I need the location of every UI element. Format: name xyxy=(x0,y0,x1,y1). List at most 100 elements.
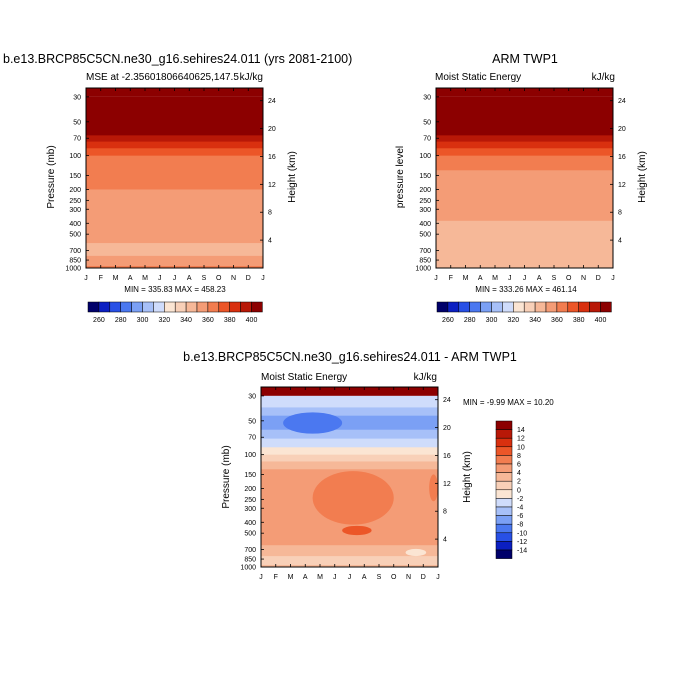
difference-panel-subtitle-right: kJ/kg xyxy=(414,372,437,383)
x-tick-label: M xyxy=(288,574,294,581)
x-tick-label: A xyxy=(303,574,308,581)
y-tick-label: 700 xyxy=(69,248,81,255)
y-tick-label: 50 xyxy=(248,418,256,425)
arm-panel-ylabel: pressure level xyxy=(395,146,406,208)
colorbar-swatch xyxy=(495,480,513,491)
contour-band xyxy=(86,135,263,143)
y-tick-label: 200 xyxy=(244,486,256,493)
y-tick-label: 850 xyxy=(69,258,81,265)
colorbar-swatch xyxy=(469,301,481,313)
contour-band xyxy=(436,148,613,157)
contour-band xyxy=(86,96,263,130)
colorbar-swatch xyxy=(589,301,601,313)
contour-band xyxy=(86,255,263,267)
colorbar-swatch xyxy=(495,472,513,482)
colorbar-swatch xyxy=(523,301,536,313)
x-tick-label: O xyxy=(216,275,222,282)
y-tick-label: 850 xyxy=(244,557,256,564)
arm-twp1-panel: ARM TWP1 Moist Static Energy kJ/kg press… xyxy=(395,52,648,294)
colorbar-swatch xyxy=(495,532,513,542)
colorbar-label: 320 xyxy=(507,317,519,324)
colorbar-swatch xyxy=(109,301,121,313)
height-tick-label: 16 xyxy=(443,453,451,460)
colorbar-swatch xyxy=(207,301,220,313)
x-tick-label: J xyxy=(348,574,352,581)
height-tick-label: 16 xyxy=(618,154,626,161)
y-tick-label: 70 xyxy=(248,435,256,442)
colorbar-label: 12 xyxy=(517,436,525,443)
colorbar-swatch xyxy=(495,489,513,499)
y-tick-label: 500 xyxy=(244,531,256,538)
colorbar-label: 260 xyxy=(93,317,105,324)
contour-band xyxy=(261,461,438,470)
arm-panel-title: ARM TWP1 xyxy=(492,52,558,66)
colorbar-swatch xyxy=(120,301,132,313)
colorbar-swatch xyxy=(495,446,513,456)
colorbar-swatch xyxy=(495,437,513,448)
colorbar-swatch xyxy=(98,301,111,313)
height-tick-label: 8 xyxy=(268,210,272,217)
difference-panel-ylabel-right: Height (km) xyxy=(462,451,473,503)
colorbar-swatch xyxy=(447,301,460,313)
colorbar-label: 0 xyxy=(517,487,521,494)
colorbar-swatch xyxy=(495,506,513,516)
y-tick-label: 700 xyxy=(244,547,256,554)
y-tick-label: 100 xyxy=(69,153,81,160)
colorbar-swatch xyxy=(495,498,513,508)
colorbar-label: 260 xyxy=(442,317,454,324)
x-tick-label: A xyxy=(187,275,192,282)
contour-band xyxy=(261,438,438,448)
height-tick-label: 12 xyxy=(268,182,276,189)
contour-band xyxy=(261,454,438,462)
colorbar-swatch xyxy=(251,301,263,313)
x-tick-label: M xyxy=(463,275,469,282)
contour-patch xyxy=(429,474,439,502)
y-tick-label: 850 xyxy=(419,258,431,265)
y-tick-label: 300 xyxy=(419,207,431,214)
colorbar-label: -2 xyxy=(517,496,523,503)
colorbar-swatch xyxy=(600,301,612,313)
contour-band xyxy=(436,220,613,269)
colorbar-swatch xyxy=(578,301,590,313)
arm-panel-subtitle-right: kJ/kg xyxy=(592,72,615,83)
x-tick-label: O xyxy=(566,275,572,282)
y-tick-label: 500 xyxy=(419,232,431,239)
colorbar-swatch xyxy=(534,301,547,313)
colorbar-label: 380 xyxy=(224,317,236,324)
contour-band xyxy=(86,141,263,149)
x-tick-label: O xyxy=(391,574,397,581)
colorbar-swatch xyxy=(513,301,525,313)
contour-band xyxy=(436,155,613,171)
difference-panel: b.e13.BRCP85C5CN.ne30_g16.sehires24.011 … xyxy=(183,350,554,581)
y-tick-label: 70 xyxy=(423,136,431,143)
colorbar-swatch xyxy=(196,301,209,313)
contour-patch xyxy=(405,548,427,557)
x-tick-label: S xyxy=(202,275,207,282)
arm-panel-ylabel-right: Height (km) xyxy=(637,151,648,203)
model-panel-min-max: MIN = 335.83 MAX = 458.23 xyxy=(124,285,226,294)
colorbar-label: -10 xyxy=(517,530,527,537)
colorbar-label: 300 xyxy=(137,317,149,324)
colorbar-label: 300 xyxy=(486,317,498,324)
x-tick-label: M xyxy=(492,275,498,282)
y-tick-label: 30 xyxy=(73,94,81,101)
x-tick-label: J xyxy=(261,275,265,282)
height-tick-label: 4 xyxy=(443,537,447,544)
contour-band xyxy=(86,129,263,136)
arm-colorbar: 260 280 300 320 340 360 380 400 xyxy=(436,301,612,324)
y-tick-label: 150 xyxy=(244,472,256,479)
x-tick-label: D xyxy=(596,275,601,282)
height-tick-label: 12 xyxy=(443,481,451,488)
height-tick-label: 24 xyxy=(268,98,276,105)
y-tick-label: 300 xyxy=(244,506,256,513)
y-tick-label: 30 xyxy=(423,94,431,101)
colorbar-swatch xyxy=(436,301,449,313)
contour-patch xyxy=(312,471,394,525)
colorbar-label: 360 xyxy=(551,317,563,324)
height-tick-label: 4 xyxy=(618,238,622,245)
y-tick-label: 400 xyxy=(419,221,431,228)
model-panel-ylabel-right: Height (km) xyxy=(287,151,298,203)
y-tick-label: 300 xyxy=(69,207,81,214)
colorbar-swatch xyxy=(142,301,154,313)
